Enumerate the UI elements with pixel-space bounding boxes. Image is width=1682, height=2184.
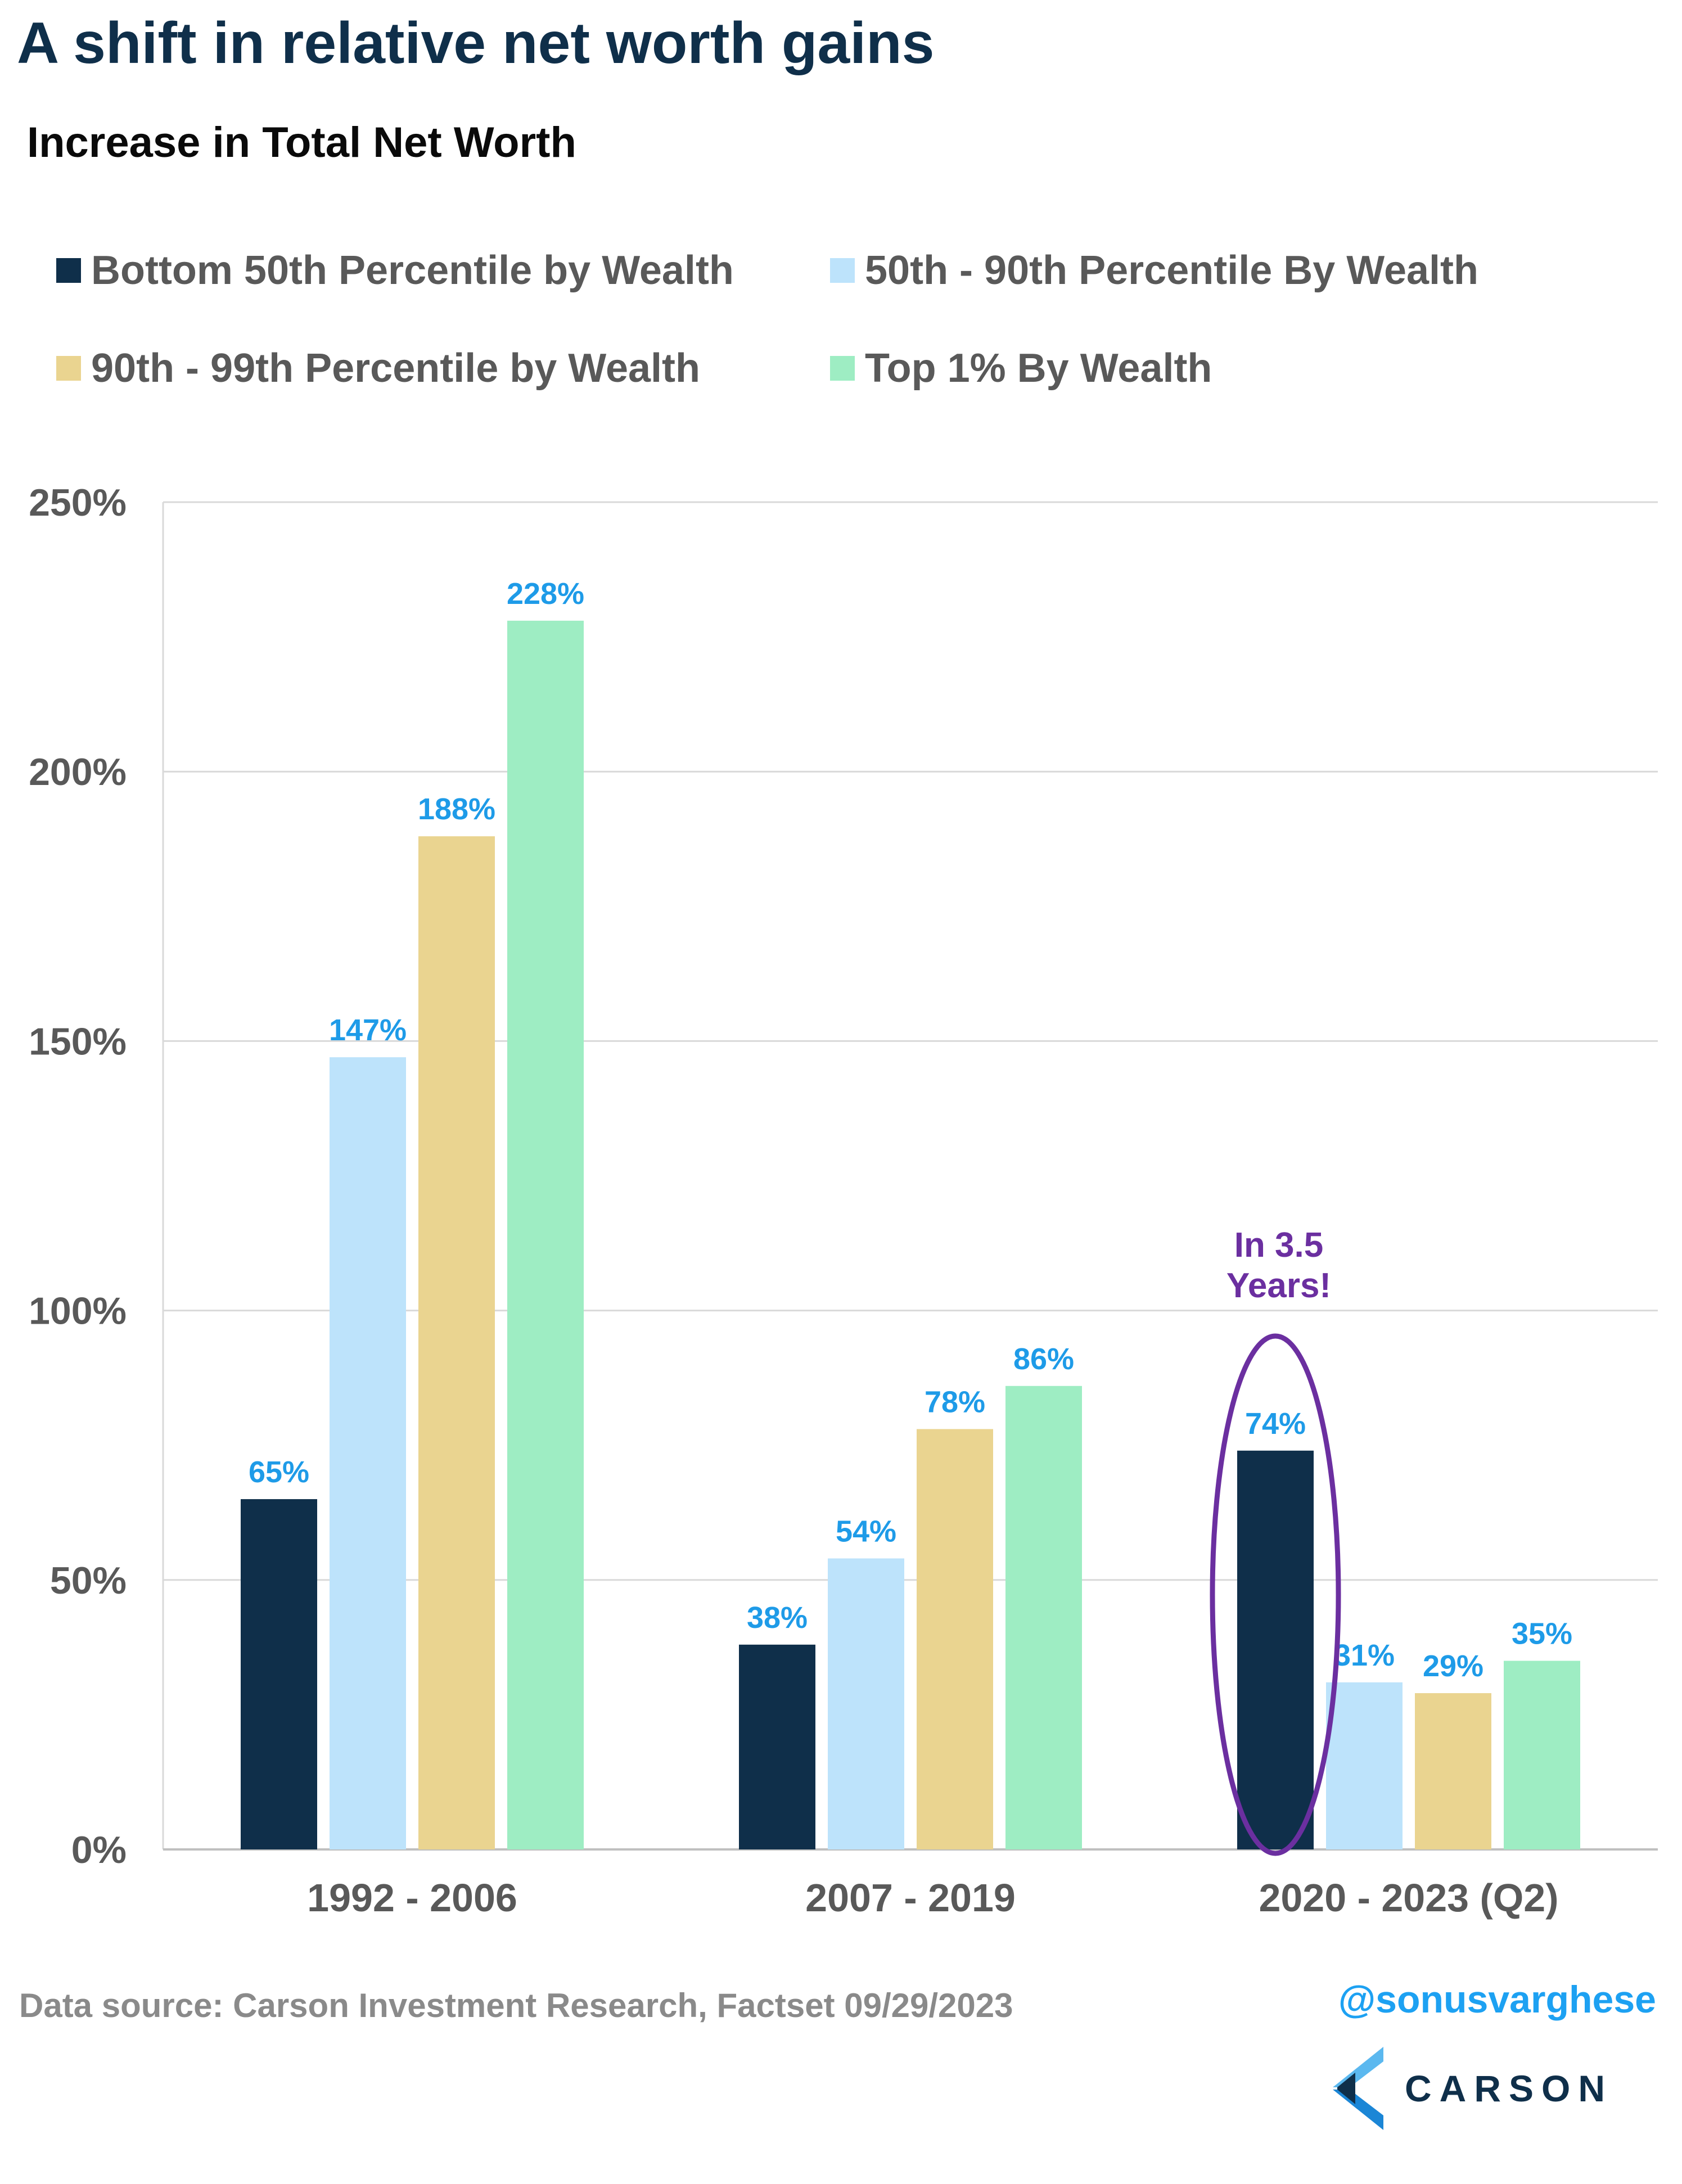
data-label: 86% [1013,1342,1074,1376]
annotation-text: Years! [1226,1266,1331,1305]
legend-item-90-99: 90th - 99th Percentile by Wealth [56,345,700,391]
annotation-text: In 3.5 [1234,1226,1324,1265]
bar [507,620,584,1849]
author-handle: @sonusvarghese [1338,1978,1656,2021]
bar-chart: 0% 50% 100% 150% 200% 250% 65% 147% 188% 228% 1992… [29,481,1658,1920]
bar [1415,1693,1491,1849]
legend-swatch [56,258,81,283]
y-tick-label: 100% [29,1290,127,1333]
legend-swatch [830,258,855,283]
legend-label: 90th - 99th Percentile by Wealth [91,346,700,391]
chart-title: A shift in relative net worth gains [17,11,935,76]
bar [917,1429,993,1849]
bar [739,1644,815,1849]
data-label: 74% [1245,1407,1306,1441]
bar [828,1558,904,1849]
chart-subtitle: Increase in Total Net Worth [27,119,576,166]
y-tick-label: 50% [50,1559,127,1602]
data-label: 29% [1423,1649,1483,1683]
data-label: 78% [925,1385,985,1419]
bar [418,836,495,1849]
data-label: 35% [1512,1617,1572,1651]
bar [1326,1682,1403,1849]
data-label: 188% [418,792,495,826]
bar [241,1499,317,1849]
legend-item-top-1: Top 1% By Wealth [830,345,1212,391]
highlight-ellipse [1210,1333,1341,1856]
data-source-note: Data source: Carson Investment Research,… [19,1987,1013,2024]
y-tick-label: 200% [29,751,127,793]
x-category-label: 2007 - 2019 [805,1876,1016,1920]
x-category-label: 2020 - 2023 (Q2) [1259,1876,1558,1920]
legend-label: Bottom 50th Percentile by Wealth [91,248,734,293]
x-category-label: 1992 - 2006 [307,1876,517,1920]
legend-label: 50th - 90th Percentile By Wealth [865,248,1479,293]
carson-logo-icon [1333,2047,1383,2130]
bar [1005,1386,1082,1849]
carson-logo-wordmark: CARSON [1405,2068,1613,2109]
bar [1237,1450,1314,1849]
legend-label: Top 1% By Wealth [865,346,1212,391]
legend-item-50-90: 50th - 90th Percentile By Wealth [830,247,1478,294]
data-label: 54% [836,1514,896,1548]
y-tick-label: 250% [29,481,127,524]
carson-logo: CARSON [1333,2047,1613,2130]
legend-swatch [56,356,81,381]
data-label: 228% [507,577,584,611]
bar [1504,1660,1580,1849]
data-label: 65% [249,1455,309,1489]
data-label: 31% [1334,1639,1395,1672]
data-label: 147% [329,1013,407,1047]
bar [330,1057,406,1849]
legend-swatch [830,356,855,381]
legend-item-bottom-50: Bottom 50th Percentile by Wealth [56,247,734,294]
y-tick-label: 150% [29,1020,127,1063]
data-label: 38% [747,1601,808,1635]
y-tick-label: 0% [71,1829,127,1871]
